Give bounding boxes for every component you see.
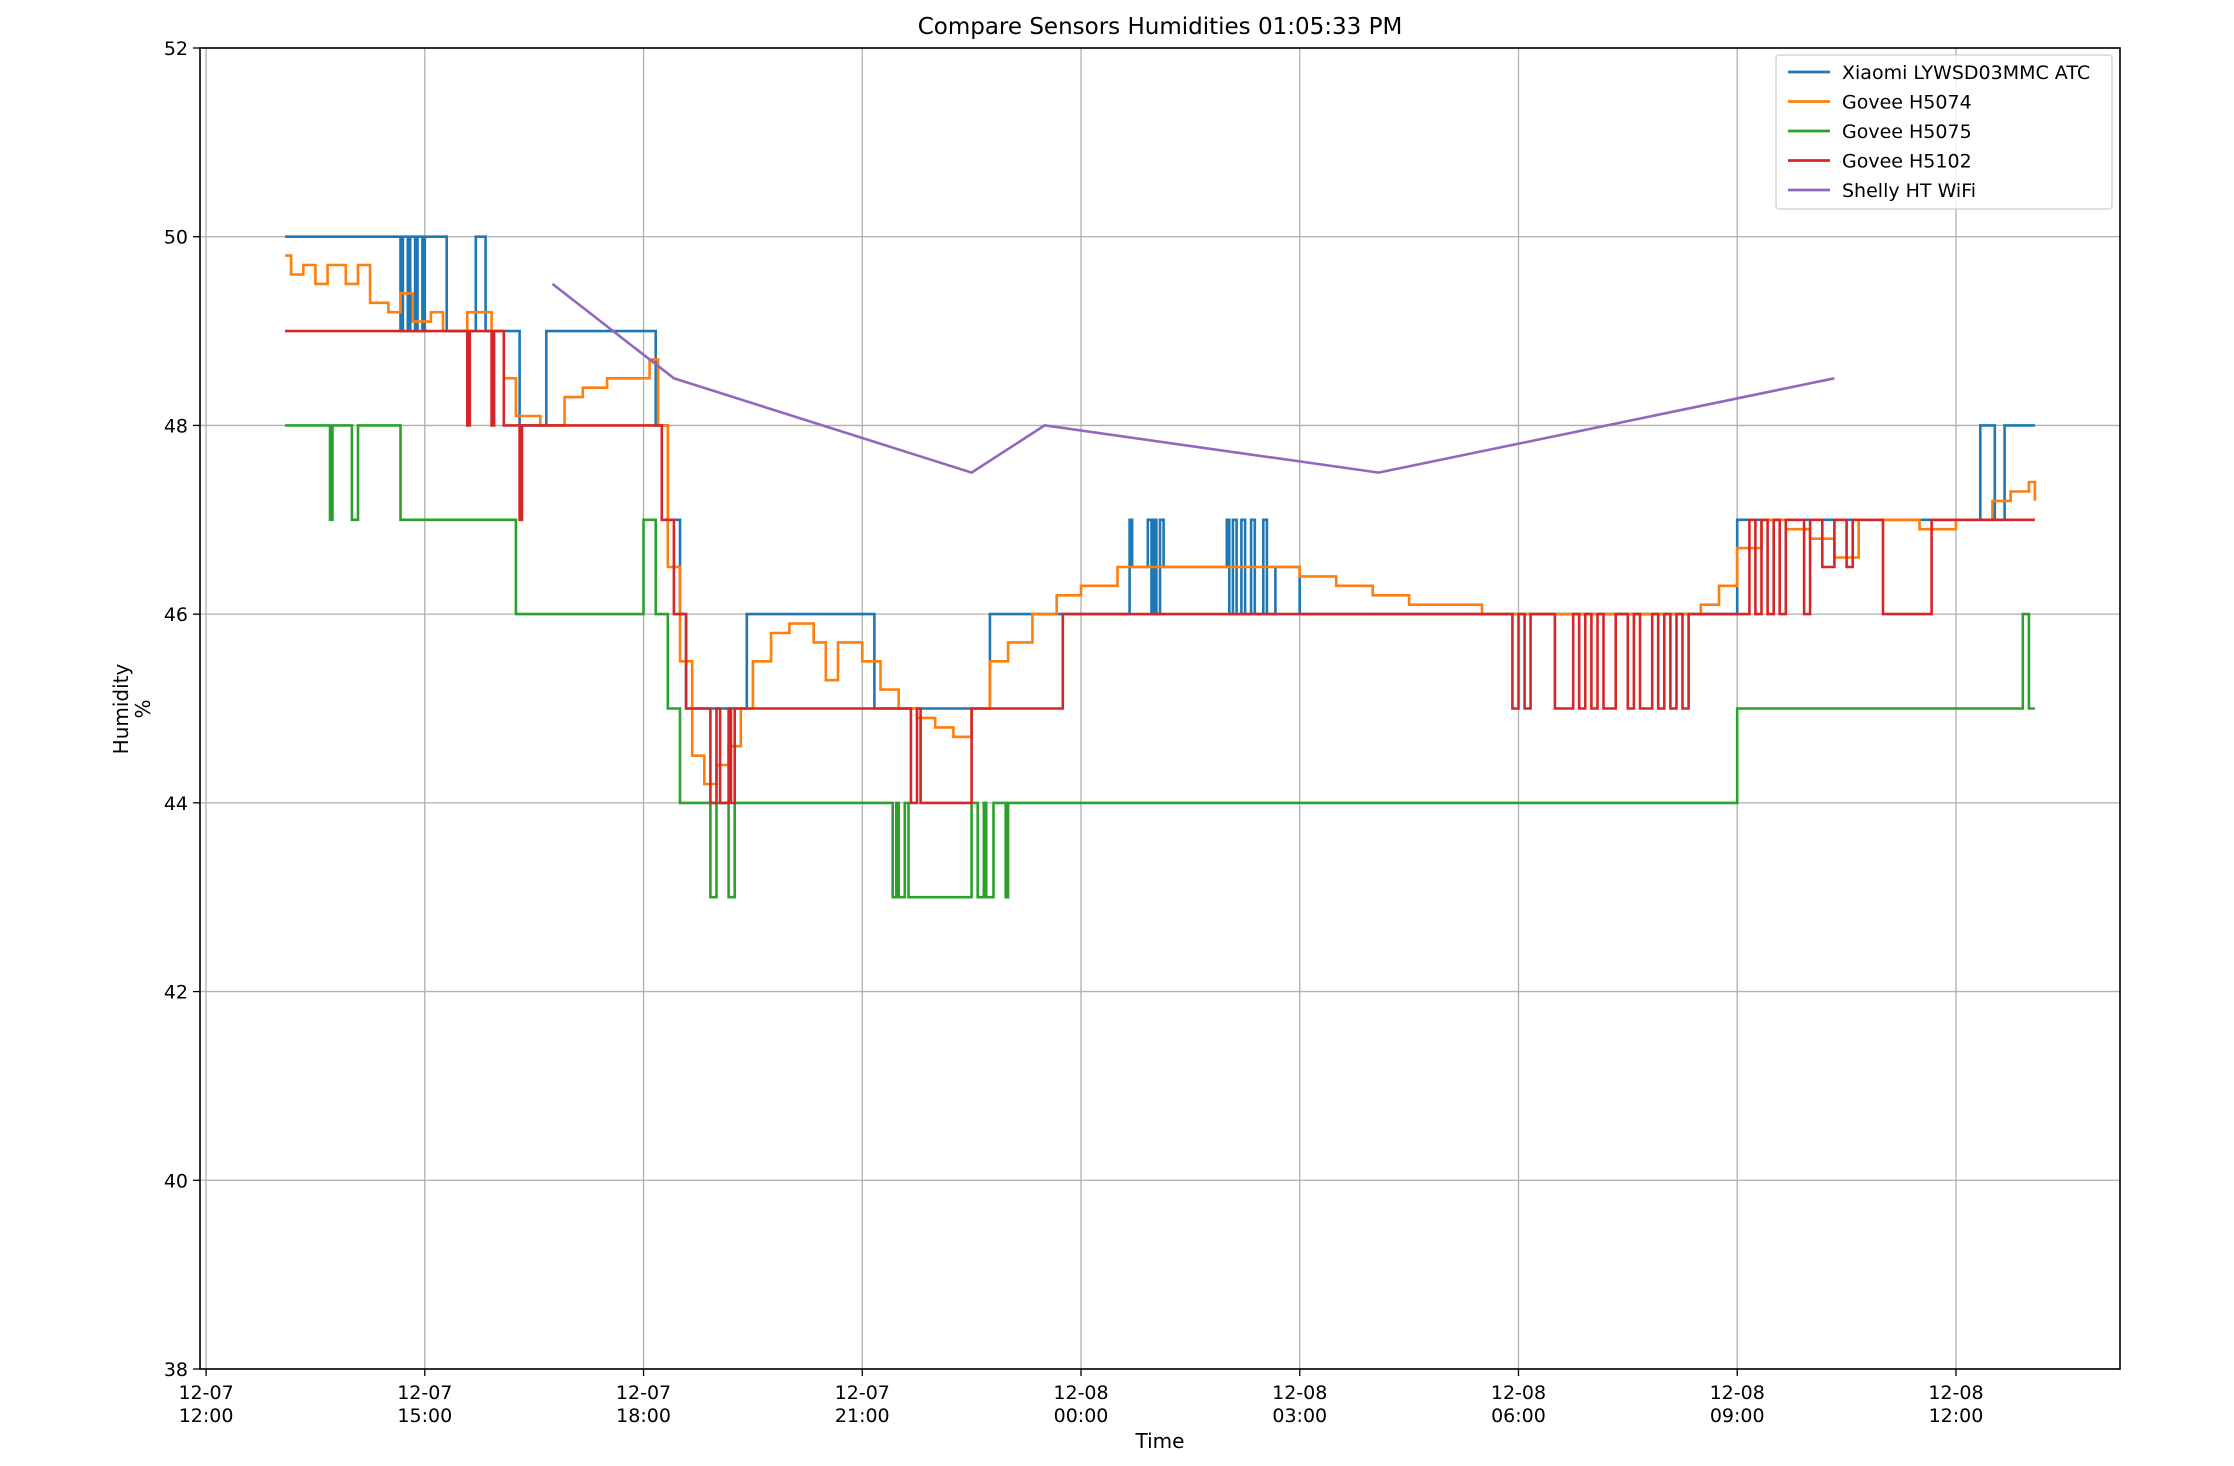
x-tick-label-time: 18:00 <box>616 1405 671 1427</box>
legend-label: Xiaomi LYWSD03MMC ATC <box>1842 62 2090 84</box>
series-line-3 <box>285 329 2035 805</box>
plot-frame <box>199 47 2121 1370</box>
legend: Xiaomi LYWSD03MMC ATC Govee H5074 Govee H5… <box>1775 54 2113 210</box>
x-tick-label-date: 12-08 <box>1272 1382 1327 1404</box>
plot-series <box>285 235 2037 899</box>
y-axis-unit: % <box>131 699 155 718</box>
x-tick-label-time: 06:00 <box>1491 1405 1546 1427</box>
x-tick-label-time: 03:00 <box>1272 1405 1327 1427</box>
x-axis-label: Time <box>1135 1429 1185 1453</box>
legend-label: Govee H5102 <box>1842 151 1972 173</box>
series-line-2 <box>285 424 2035 899</box>
y-tick-label: 42 <box>164 982 188 1004</box>
y-axis-label: Humidity <box>109 663 133 754</box>
x-tick-label-date: 12-08 <box>1491 1382 1546 1404</box>
y-axis-ticks: 38 40 42 44 46 48 50 52 <box>164 38 200 1381</box>
x-tick-label-time: 00:00 <box>1054 1405 1109 1427</box>
y-tick-label: 38 <box>164 1359 188 1381</box>
chart-title: Compare Sensors Humidities 01:05:33 PM <box>918 14 1403 40</box>
legend-box <box>1775 54 2113 210</box>
y-tick-label: 44 <box>164 793 188 815</box>
x-tick-label-date: 12-07 <box>397 1382 452 1404</box>
legend-label: Govee H5075 <box>1842 121 1972 143</box>
legend-label: Govee H5074 <box>1842 92 1972 114</box>
x-axis-ticks: 12-0712:0012-0715:0012-0718:0012-0721:00… <box>178 1369 1984 1427</box>
series-line-0 <box>285 235 2035 710</box>
y-tick-label: 50 <box>164 227 188 249</box>
series-line-4 <box>551 282 1835 475</box>
x-tick-label-time: 15:00 <box>397 1405 452 1427</box>
y-tick-label: 46 <box>164 604 188 626</box>
x-tick-label-date: 12-08 <box>1710 1382 1765 1404</box>
y-tick-label: 40 <box>164 1170 188 1192</box>
x-tick-label-time: 12:00 <box>179 1405 234 1427</box>
x-tick-label-time: 21:00 <box>835 1405 890 1427</box>
y-tick-label: 48 <box>164 415 188 437</box>
x-tick-label-date: 12-07 <box>835 1382 890 1404</box>
x-tick-label-time: 09:00 <box>1710 1405 1765 1427</box>
legend-label: Shelly HT WiFi <box>1842 180 1976 202</box>
y-tick-label: 52 <box>164 38 188 60</box>
x-tick-label-date: 12-07 <box>616 1382 671 1404</box>
x-tick-label-date: 12-07 <box>178 1382 233 1404</box>
x-tick-label-time: 12:00 <box>1929 1405 1984 1427</box>
x-tick-label-date: 12-08 <box>1928 1382 1983 1404</box>
x-tick-label-date: 12-08 <box>1053 1382 1108 1404</box>
